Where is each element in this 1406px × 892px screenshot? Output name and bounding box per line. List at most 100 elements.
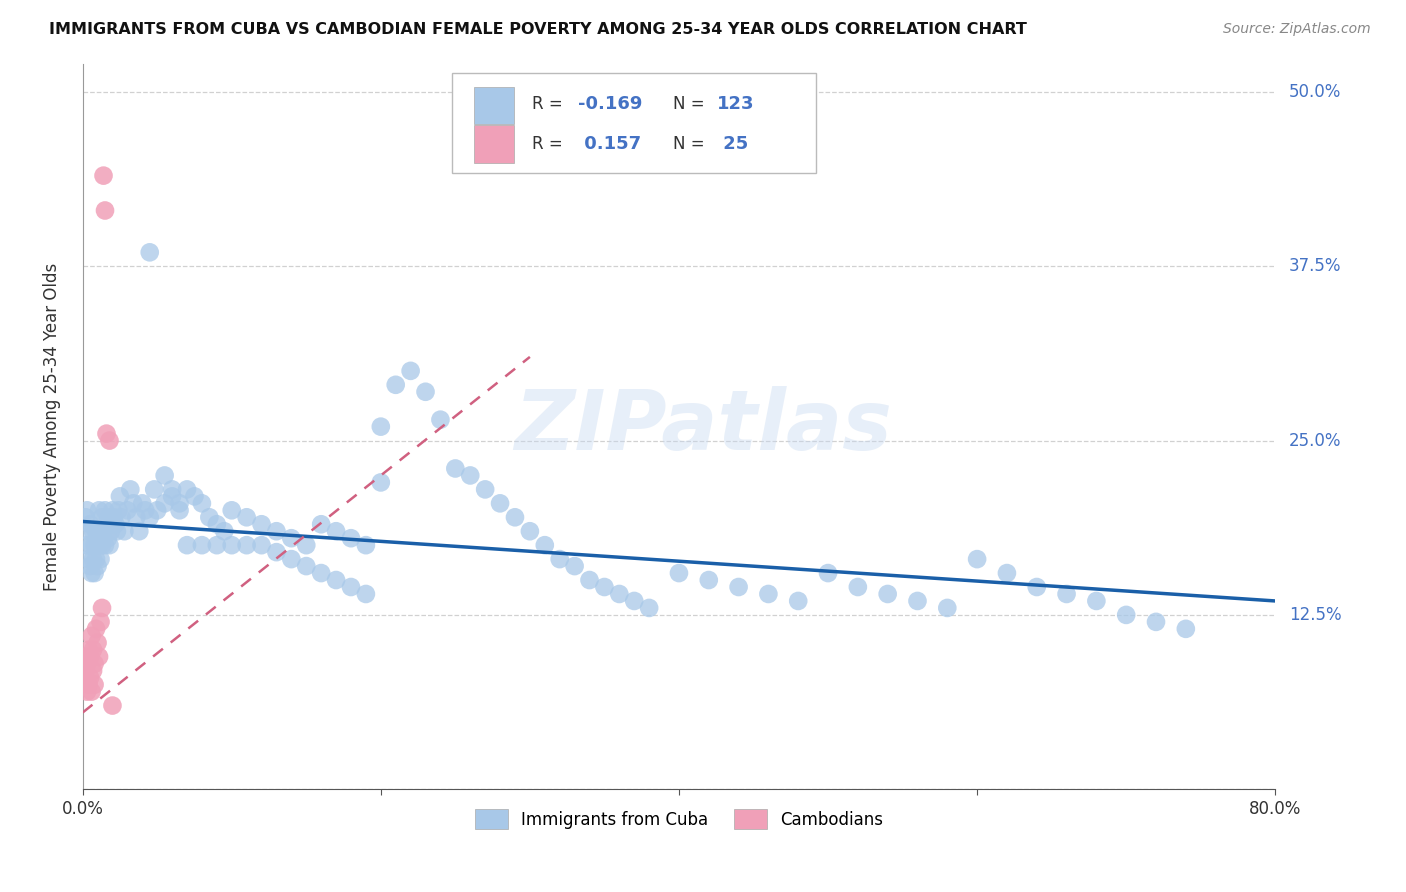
- Point: [325, 524, 347, 539]
- Point: [1085, 594, 1108, 608]
- Point: [354, 587, 377, 601]
- Point: [295, 559, 318, 574]
- Point: [77, 678, 100, 692]
- Point: [214, 524, 236, 539]
- Point: [87, 649, 110, 664]
- Point: [160, 483, 183, 497]
- Point: [638, 601, 661, 615]
- Point: [146, 503, 169, 517]
- Point: [91, 538, 114, 552]
- Point: [94, 503, 117, 517]
- Point: [76, 538, 98, 552]
- Point: [83, 538, 105, 552]
- Point: [907, 594, 929, 608]
- Text: N =: N =: [673, 135, 704, 153]
- Point: [787, 594, 810, 608]
- Point: [578, 573, 600, 587]
- Point: [221, 538, 243, 552]
- Point: [82, 664, 104, 678]
- Text: R =: R =: [533, 135, 562, 153]
- Point: [489, 496, 512, 510]
- Point: [90, 615, 112, 629]
- Point: [93, 524, 115, 539]
- Point: [191, 496, 214, 510]
- Point: [295, 538, 318, 552]
- Text: N =: N =: [673, 95, 704, 113]
- Point: [817, 566, 839, 580]
- Point: [758, 587, 780, 601]
- Point: [100, 524, 122, 539]
- Point: [205, 517, 228, 532]
- Point: [153, 468, 176, 483]
- Point: [1174, 622, 1197, 636]
- Point: [280, 531, 302, 545]
- Point: [519, 524, 541, 539]
- Point: [83, 657, 105, 671]
- Point: [112, 524, 135, 539]
- Point: [86, 559, 108, 574]
- Point: [415, 384, 437, 399]
- Point: [98, 434, 121, 448]
- Point: [183, 489, 205, 503]
- Point: [76, 503, 98, 517]
- Point: [169, 503, 191, 517]
- Point: [384, 377, 406, 392]
- Point: [75, 649, 97, 664]
- Point: [309, 566, 332, 580]
- Point: [79, 517, 101, 532]
- Point: [93, 169, 115, 183]
- Point: [221, 503, 243, 517]
- Point: [340, 531, 363, 545]
- Point: [143, 483, 166, 497]
- Point: [134, 503, 156, 517]
- Point: [82, 524, 104, 539]
- Text: R =: R =: [533, 95, 562, 113]
- Point: [623, 594, 645, 608]
- Point: [80, 684, 103, 698]
- Point: [105, 524, 128, 539]
- Point: [84, 524, 107, 539]
- Point: [108, 489, 131, 503]
- Point: [83, 566, 105, 580]
- Point: [104, 517, 127, 532]
- Text: 123: 123: [717, 95, 755, 113]
- Point: [75, 510, 97, 524]
- Point: [98, 538, 121, 552]
- Point: [458, 468, 481, 483]
- Point: [995, 566, 1018, 580]
- Point: [169, 496, 191, 510]
- Point: [325, 573, 347, 587]
- Point: [84, 622, 107, 636]
- Y-axis label: Female Poverty Among 25-34 Year Olds: Female Poverty Among 25-34 Year Olds: [44, 262, 60, 591]
- Point: [340, 580, 363, 594]
- Point: [125, 510, 148, 524]
- FancyBboxPatch shape: [453, 73, 815, 173]
- Point: [250, 538, 273, 552]
- Point: [86, 531, 108, 545]
- Point: [131, 496, 153, 510]
- Point: [94, 203, 117, 218]
- Point: [1056, 587, 1078, 601]
- Point: [966, 552, 988, 566]
- Point: [668, 566, 690, 580]
- Point: [198, 510, 221, 524]
- Point: [548, 552, 571, 566]
- Point: [444, 461, 467, 475]
- Point: [101, 503, 124, 517]
- Text: 0.157: 0.157: [578, 135, 641, 153]
- Point: [235, 510, 257, 524]
- Point: [697, 573, 720, 587]
- Point: [90, 552, 112, 566]
- Text: 50.0%: 50.0%: [1289, 83, 1341, 101]
- Point: [1115, 607, 1137, 622]
- Point: [91, 601, 114, 615]
- Point: [399, 364, 422, 378]
- Point: [1025, 580, 1047, 594]
- Point: [86, 636, 108, 650]
- Point: [936, 601, 959, 615]
- Text: Source: ZipAtlas.com: Source: ZipAtlas.com: [1223, 22, 1371, 37]
- Point: [474, 483, 496, 497]
- Point: [593, 580, 616, 594]
- Point: [80, 629, 103, 643]
- Point: [205, 538, 228, 552]
